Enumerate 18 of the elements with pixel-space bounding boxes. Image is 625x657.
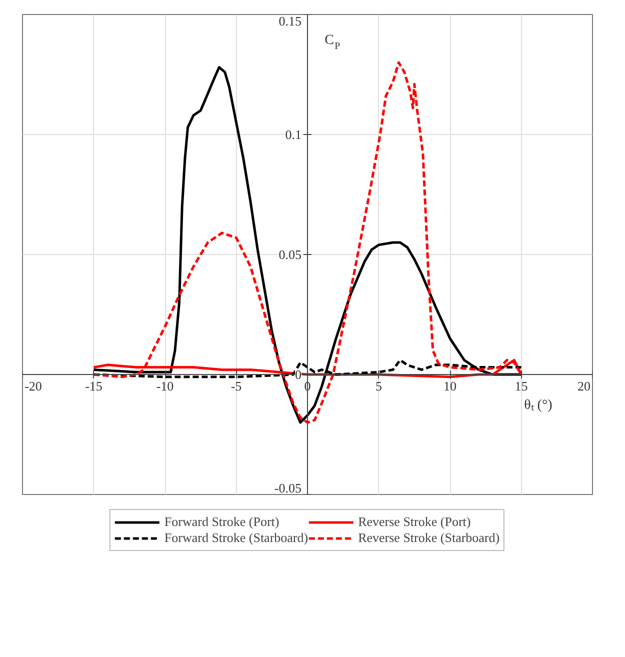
legend-label: Reverse Stroke (Port): [358, 514, 471, 530]
y-tick-label: 0: [295, 367, 302, 382]
legend-label: Reverse Stroke (Starboard): [358, 530, 500, 546]
legend-label: Forward Stroke (Starboard): [164, 530, 308, 546]
y-tick-label: 0.1: [285, 127, 302, 142]
x-tick-label: 5: [376, 378, 382, 394]
y-tick-label: 0.05: [278, 247, 302, 262]
legend-label: Forward Stroke (Port): [164, 514, 280, 530]
x-tick-label: -5: [230, 378, 242, 394]
x-tick-label: -10: [156, 378, 174, 394]
x-tick-label: 15: [514, 378, 528, 394]
x-tick-label: -20: [24, 378, 42, 394]
x-tick-label: -15: [85, 378, 102, 394]
x-axis-title: θₜ (°): [524, 398, 553, 413]
x-tick-label: 10: [444, 378, 456, 394]
x-tick-label: 20: [578, 378, 590, 394]
y-tick-label: 0.15: [278, 14, 302, 28]
y-tick-label: -0.05: [274, 480, 302, 496]
